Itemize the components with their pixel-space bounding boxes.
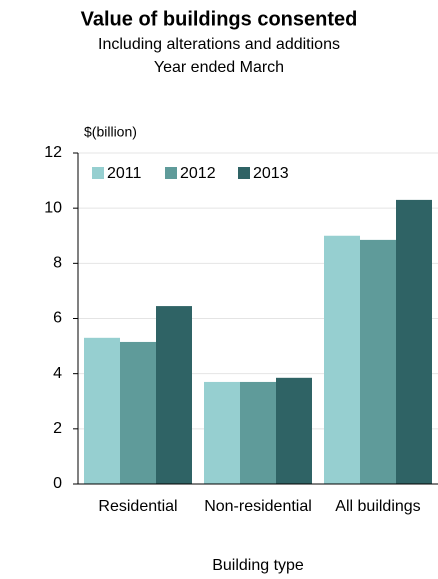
legend-label: 2012 bbox=[180, 165, 216, 182]
bar bbox=[204, 381, 240, 484]
legend-swatch bbox=[238, 167, 250, 179]
x-tick-label: All buildings bbox=[335, 498, 421, 515]
legend-label: 2011 bbox=[107, 165, 142, 182]
x-axis-title: Building type bbox=[212, 557, 304, 574]
bar bbox=[240, 381, 276, 484]
chart-subtitle: Year ended March bbox=[154, 59, 284, 76]
y-tick-label: 0 bbox=[53, 475, 62, 492]
y-tick-label: 2 bbox=[53, 420, 62, 437]
y-tick-label: 10 bbox=[44, 199, 62, 216]
bar bbox=[276, 377, 312, 484]
bar bbox=[360, 239, 396, 484]
x-tick-label: Residential bbox=[98, 498, 178, 515]
legend-label: 2013 bbox=[253, 165, 289, 182]
y-tick-label: 6 bbox=[53, 310, 62, 327]
y-axis-title: $(billion) bbox=[84, 124, 137, 140]
x-tick-label: Non-residential bbox=[204, 498, 312, 515]
bar bbox=[324, 235, 360, 484]
y-tick-label: 4 bbox=[53, 365, 62, 382]
chart-subtitle: Including alterations and additions bbox=[98, 36, 340, 53]
y-tick-label: 8 bbox=[53, 255, 62, 272]
legend-swatch bbox=[165, 167, 177, 179]
bar bbox=[84, 337, 120, 484]
chart-title: Value of buildings consented bbox=[81, 8, 358, 30]
bar bbox=[396, 199, 432, 484]
bar bbox=[120, 341, 156, 484]
y-tick-label: 12 bbox=[44, 144, 62, 161]
bar bbox=[156, 306, 192, 484]
legend-swatch bbox=[92, 167, 104, 179]
